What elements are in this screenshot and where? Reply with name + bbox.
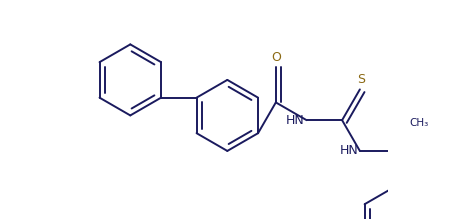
Text: CH₃: CH₃ [409,118,428,128]
Text: O: O [271,51,281,64]
Text: S: S [357,73,365,87]
Text: HN: HN [286,114,305,127]
Text: HN: HN [339,145,358,157]
